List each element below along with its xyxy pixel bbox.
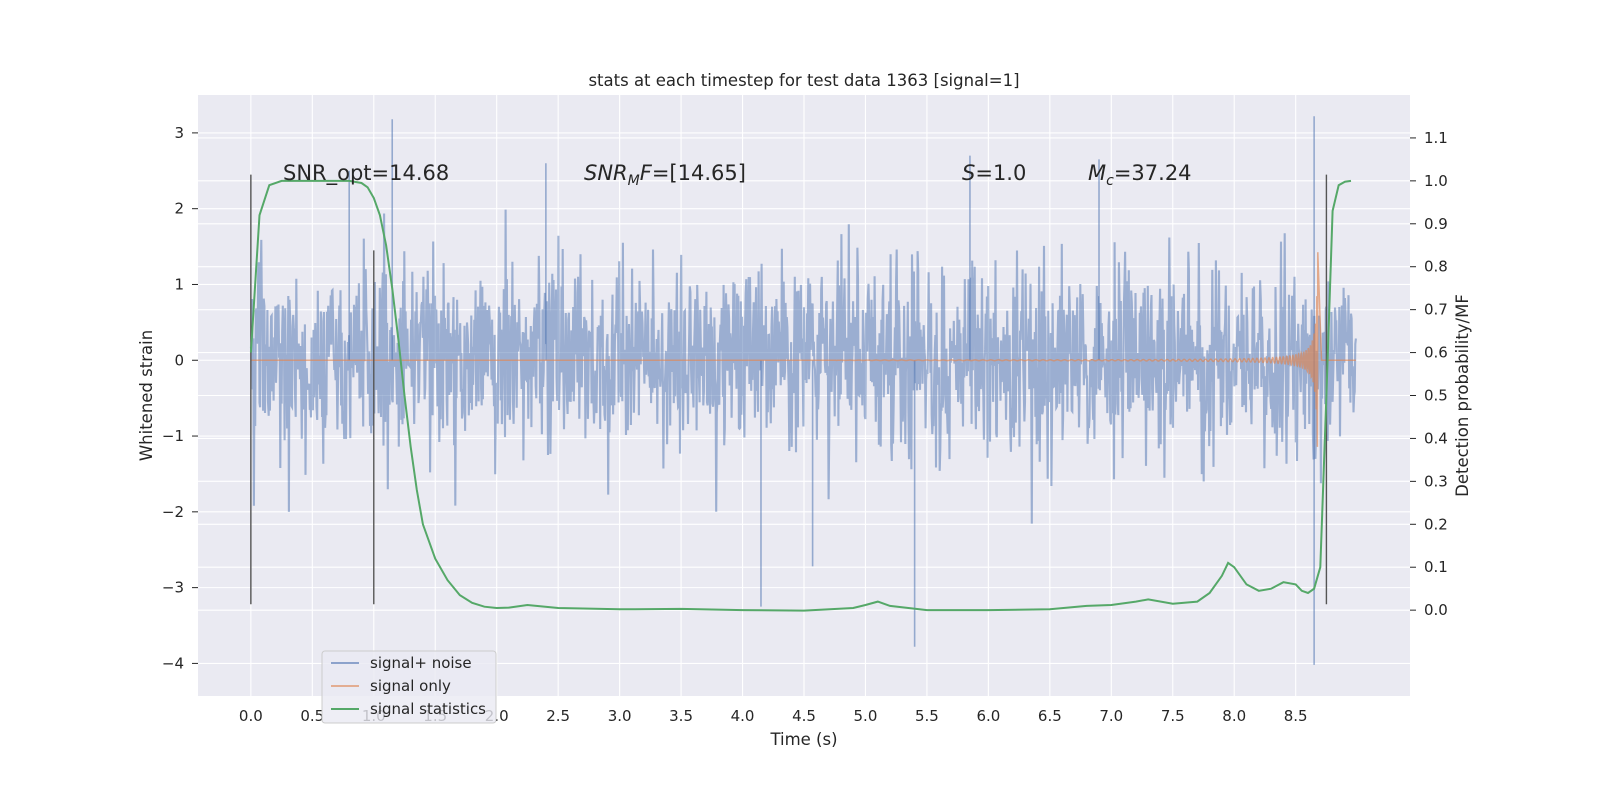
mc-value: =37.24 (1114, 161, 1192, 185)
x-tick-label: 5.5 (915, 707, 939, 725)
signal-only-line (250, 252, 1356, 447)
x-tick-label: 0.0 (239, 707, 263, 725)
legend-label: signal statistics (370, 700, 486, 718)
annotation-snr-opt: SNR_opt=14.68 (283, 161, 449, 186)
x-tick-label: 3.5 (669, 707, 693, 725)
y-tick-label: 1 (174, 275, 184, 293)
y2-tick-label: 0.4 (1424, 429, 1448, 447)
chart-title: stats at each timestep for test data 136… (588, 71, 1019, 90)
y2-tick-label: 0.7 (1424, 301, 1448, 319)
y-tick-label: 0 (174, 351, 184, 369)
annotations: SNR_opt=14.68 SNRMF=[14.65] S=1.0 Mc=37.… (283, 161, 1192, 189)
legend: signal+ noise signal only signal statistic… (321, 650, 497, 724)
y2-tick-label: 0.2 (1424, 515, 1448, 533)
x-tick-label: 0.5 (300, 707, 324, 725)
x-tick-label: 8.0 (1222, 707, 1246, 725)
x-tick-label: 2.5 (546, 707, 570, 725)
s-value: =1.0 (975, 161, 1026, 185)
x-axis-ticks: 0.00.51.01.52.02.53.03.54.04.55.05.56.06… (239, 707, 1308, 725)
signal-statistics-series (249, 179, 1352, 612)
right-y-axis-label: Detection probability/MF (1453, 294, 1472, 497)
y2-tick-label: 0.6 (1424, 344, 1448, 362)
x-tick-label: 6.0 (976, 707, 1000, 725)
y2-tick-label: 0.9 (1424, 215, 1448, 233)
mc-symbol: M (1088, 161, 1106, 185)
x-tick-label: 7.0 (1099, 707, 1123, 725)
y-tick-label: −1 (162, 427, 184, 445)
signal-plus-noise-series (249, 116, 1357, 665)
y2-tick-label: 0.8 (1424, 258, 1448, 276)
signal-plus-noise-line (249, 209, 1357, 524)
x-tick-label: 7.5 (1161, 707, 1185, 725)
x-tick-label: 5.0 (854, 707, 878, 725)
annotation-mc: Mc=37.24 (1088, 161, 1192, 189)
legend-box (321, 650, 497, 724)
y2-tick-label: 0.0 (1424, 601, 1448, 619)
y-tick-label: −4 (162, 654, 184, 672)
legend-label: signal+ noise (370, 654, 472, 672)
snr-mf-sub: M (628, 173, 640, 189)
snr-mf-value: =[14.65] (652, 161, 746, 185)
x-axis-label: Time (s) (769, 730, 837, 749)
legend-label: signal only (370, 677, 451, 695)
snr-mf-base: SNR (584, 161, 628, 185)
y2-tick-label: 1.1 (1424, 129, 1448, 147)
x-tick-label: 4.0 (731, 707, 755, 725)
x-tick-label: 8.5 (1284, 707, 1308, 725)
signal-statistics-line (249, 179, 1352, 612)
y-tick-label: 3 (174, 124, 184, 142)
annotation-snr-mf: SNRMF=[14.65] (584, 161, 746, 189)
y-axis-label: Whitened strain (137, 330, 156, 461)
y2-tick-label: 1.0 (1424, 172, 1448, 190)
y-tick-label: −2 (162, 503, 184, 521)
y-axis-ticks: 3 2 1 0 −1 −2 −3 −4 (162, 124, 198, 672)
signal-only-series (250, 252, 1356, 447)
snr-mf-f: F (640, 161, 653, 185)
y2-tick-label: 0.3 (1424, 472, 1448, 490)
x-tick-label: 3.0 (608, 707, 632, 725)
annotation-s: S=1.0 (962, 161, 1026, 185)
mc-sub: c (1106, 173, 1114, 189)
y2-tick-label: 0.1 (1424, 558, 1448, 576)
s-symbol: S (962, 161, 975, 185)
right-y-axis-ticks: 1.1 1.0 0.9 0.8 0.7 0.6 0.5 0.4 0.3 0.2 0.1 0.0 (1410, 129, 1448, 619)
x-tick-label: 4.5 (792, 707, 816, 725)
y-tick-label: 2 (174, 200, 184, 218)
y-tick-label: −3 (162, 579, 184, 597)
y2-tick-label: 0.5 (1424, 387, 1448, 405)
x-tick-label: 6.5 (1038, 707, 1062, 725)
